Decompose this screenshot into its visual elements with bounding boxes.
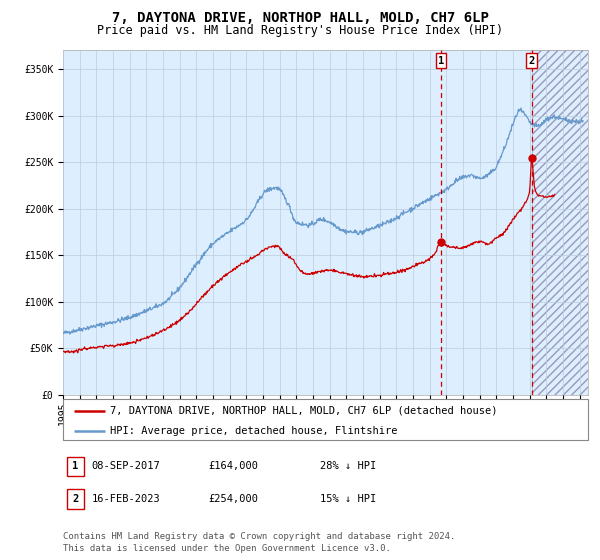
Text: 1: 1: [438, 55, 444, 66]
Text: 15% ↓ HPI: 15% ↓ HPI: [320, 494, 376, 504]
Text: Contains HM Land Registry data © Crown copyright and database right 2024.
This d: Contains HM Land Registry data © Crown c…: [63, 532, 455, 553]
Text: 2: 2: [73, 494, 79, 504]
FancyBboxPatch shape: [67, 489, 84, 508]
Text: 2: 2: [529, 55, 535, 66]
Text: 1: 1: [73, 461, 79, 472]
Text: 16-FEB-2023: 16-FEB-2023: [92, 494, 161, 504]
Text: 08-SEP-2017: 08-SEP-2017: [92, 461, 161, 472]
Text: 7, DAYTONA DRIVE, NORTHOP HALL, MOLD, CH7 6LP (detached house): 7, DAYTONA DRIVE, NORTHOP HALL, MOLD, CH…: [110, 405, 498, 416]
FancyBboxPatch shape: [67, 457, 84, 476]
Text: 28% ↓ HPI: 28% ↓ HPI: [320, 461, 376, 472]
Text: HPI: Average price, detached house, Flintshire: HPI: Average price, detached house, Flin…: [110, 426, 398, 436]
Text: £164,000: £164,000: [209, 461, 259, 472]
Text: Price paid vs. HM Land Registry's House Price Index (HPI): Price paid vs. HM Land Registry's House …: [97, 24, 503, 36]
Text: 7, DAYTONA DRIVE, NORTHOP HALL, MOLD, CH7 6LP: 7, DAYTONA DRIVE, NORTHOP HALL, MOLD, CH…: [112, 11, 488, 25]
FancyBboxPatch shape: [63, 399, 588, 440]
Text: £254,000: £254,000: [209, 494, 259, 504]
